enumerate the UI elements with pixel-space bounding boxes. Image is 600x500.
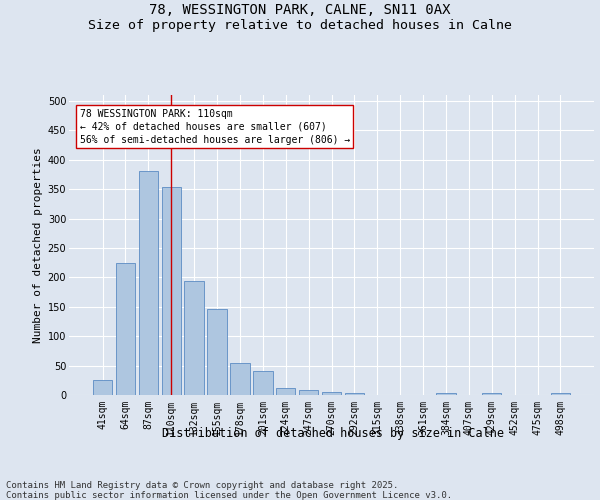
Bar bbox=[322, 392, 341, 395]
Bar bbox=[184, 282, 204, 395]
Bar bbox=[436, 393, 455, 395]
Text: 78 WESSINGTON PARK: 110sqm
← 42% of detached houses are smaller (607)
56% of sem: 78 WESSINGTON PARK: 110sqm ← 42% of deta… bbox=[79, 108, 350, 145]
Bar bbox=[344, 393, 364, 395]
Bar bbox=[276, 388, 295, 395]
Y-axis label: Number of detached properties: Number of detached properties bbox=[34, 147, 43, 343]
Bar bbox=[93, 380, 112, 395]
Bar bbox=[253, 372, 272, 395]
Text: 78, WESSINGTON PARK, CALNE, SN11 0AX: 78, WESSINGTON PARK, CALNE, SN11 0AX bbox=[149, 2, 451, 16]
Bar bbox=[482, 393, 502, 395]
Text: Distribution of detached houses by size in Calne: Distribution of detached houses by size … bbox=[162, 428, 504, 440]
Bar bbox=[139, 172, 158, 395]
Bar bbox=[551, 393, 570, 395]
Bar bbox=[161, 188, 181, 395]
Bar bbox=[299, 390, 319, 395]
Text: Size of property relative to detached houses in Calne: Size of property relative to detached ho… bbox=[88, 18, 512, 32]
Bar bbox=[208, 309, 227, 395]
Text: Contains HM Land Registry data © Crown copyright and database right 2025.
Contai: Contains HM Land Registry data © Crown c… bbox=[6, 480, 452, 500]
Bar bbox=[116, 262, 135, 395]
Bar bbox=[230, 362, 250, 395]
